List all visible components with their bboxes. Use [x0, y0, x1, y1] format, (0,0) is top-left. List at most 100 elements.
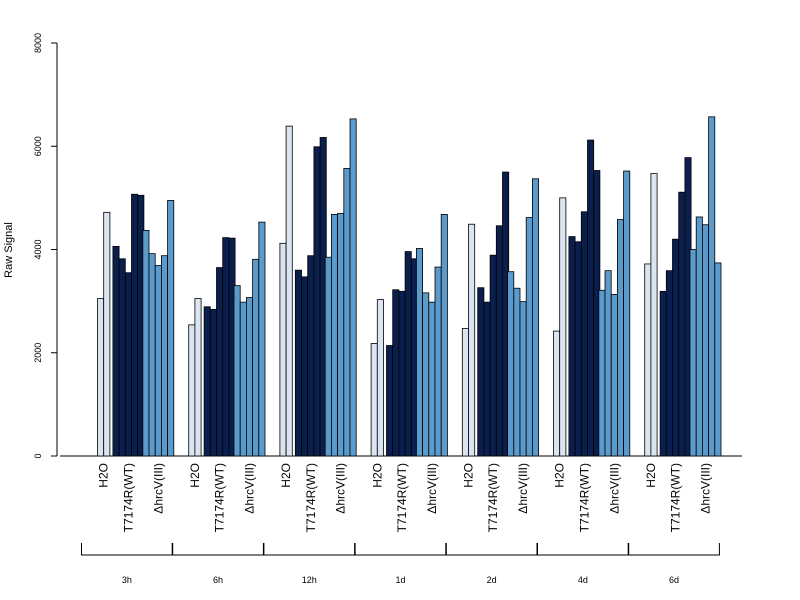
- bar: [568, 236, 576, 457]
- category-label: ΔhrcV(III): [425, 463, 439, 514]
- bar: [434, 266, 442, 457]
- bar: [222, 237, 230, 457]
- category-label: H2O: [553, 463, 567, 488]
- bar: [598, 289, 606, 457]
- bar: [337, 212, 345, 457]
- bar: [160, 255, 168, 457]
- bar: [415, 248, 423, 457]
- bar: [343, 168, 351, 457]
- bar: [610, 294, 618, 457]
- bar: [124, 272, 132, 457]
- y-tick-label: 8000: [33, 33, 43, 53]
- bar: [307, 255, 315, 457]
- bar: [689, 249, 697, 457]
- bar: [525, 217, 533, 457]
- bar: [301, 276, 309, 457]
- group-label: 2d: [487, 575, 497, 585]
- bar: [258, 221, 266, 457]
- category-label: H2O: [279, 463, 293, 488]
- category-label: ΔhrcV(III): [151, 463, 165, 514]
- bar: [294, 269, 302, 457]
- bar: [580, 211, 588, 457]
- category-label: H2O: [462, 463, 476, 488]
- bar: [386, 345, 394, 457]
- group-bracket: [263, 543, 356, 556]
- bar: [714, 262, 722, 457]
- bar: [313, 146, 321, 457]
- y-axis-label: Raw Signal: [3, 222, 15, 278]
- group-label: 3h: [122, 575, 132, 585]
- bar: [708, 116, 716, 457]
- y-tick-label: 4000: [33, 239, 43, 259]
- bar: [665, 270, 673, 457]
- bar: [324, 256, 332, 457]
- group-bracket: [354, 543, 447, 556]
- bar: [154, 265, 162, 457]
- group-label: 6d: [669, 575, 679, 585]
- group-label: 6h: [213, 575, 223, 585]
- bar: [650, 173, 658, 457]
- bar: [702, 224, 710, 457]
- bar: [216, 267, 224, 457]
- bar: [617, 219, 625, 457]
- bar: [553, 330, 561, 457]
- bar: [477, 287, 485, 457]
- bar: [349, 118, 357, 457]
- bar: [468, 223, 476, 457]
- bar: [678, 191, 686, 457]
- category-label: T7174R(WT): [395, 463, 409, 532]
- y-tick-label: 0: [33, 453, 43, 458]
- category-label: ΔhrcV(III): [243, 463, 257, 514]
- category-label: ΔhrcV(III): [516, 463, 530, 514]
- category-label: H2O: [188, 463, 202, 488]
- bar: [404, 251, 412, 457]
- bar: [507, 271, 515, 457]
- bar: [209, 308, 217, 457]
- bar: [112, 246, 120, 457]
- bar: [370, 343, 378, 457]
- y-axis: 0 2000 4000 6000 8000: [33, 33, 58, 459]
- bar: [559, 197, 567, 457]
- bar: [604, 270, 612, 457]
- bar: [532, 178, 540, 457]
- bar: [118, 258, 126, 457]
- bar: [644, 263, 652, 457]
- bar: [672, 238, 680, 457]
- bar: [245, 297, 253, 457]
- bar: [695, 216, 703, 457]
- category-label: T7174R(WT): [577, 463, 591, 532]
- bar: [392, 289, 400, 457]
- bar: [440, 213, 448, 457]
- bar: [194, 298, 202, 457]
- bar: [188, 324, 196, 457]
- category-label: T7174R(WT): [121, 463, 135, 532]
- bar: [330, 213, 338, 457]
- bar: [148, 253, 156, 457]
- bar: [513, 287, 521, 457]
- y-tick-label: 2000: [33, 343, 43, 363]
- category-label: ΔhrcV(III): [334, 463, 348, 514]
- bar: [428, 301, 436, 457]
- group-bracket: [537, 543, 629, 556]
- category-label: T7174R(WT): [486, 463, 500, 532]
- bar: [142, 229, 150, 457]
- bar: [483, 301, 491, 457]
- bar: [203, 306, 211, 457]
- bar: [376, 299, 384, 457]
- bars: [97, 116, 722, 457]
- group-label: 4d: [578, 575, 588, 585]
- category-label: T7174R(WT): [213, 463, 227, 532]
- category-label: H2O: [370, 463, 384, 488]
- bar: [587, 139, 595, 457]
- bar: [495, 225, 503, 457]
- bar: [519, 301, 527, 457]
- category-label: H2O: [644, 463, 658, 488]
- bar: [398, 290, 406, 457]
- y-tick-label: 6000: [33, 136, 43, 156]
- category-label: H2O: [97, 463, 111, 488]
- bar: [233, 285, 241, 457]
- group-bracket: [81, 543, 173, 556]
- bar: [279, 242, 287, 457]
- group-label: 12h: [302, 575, 317, 585]
